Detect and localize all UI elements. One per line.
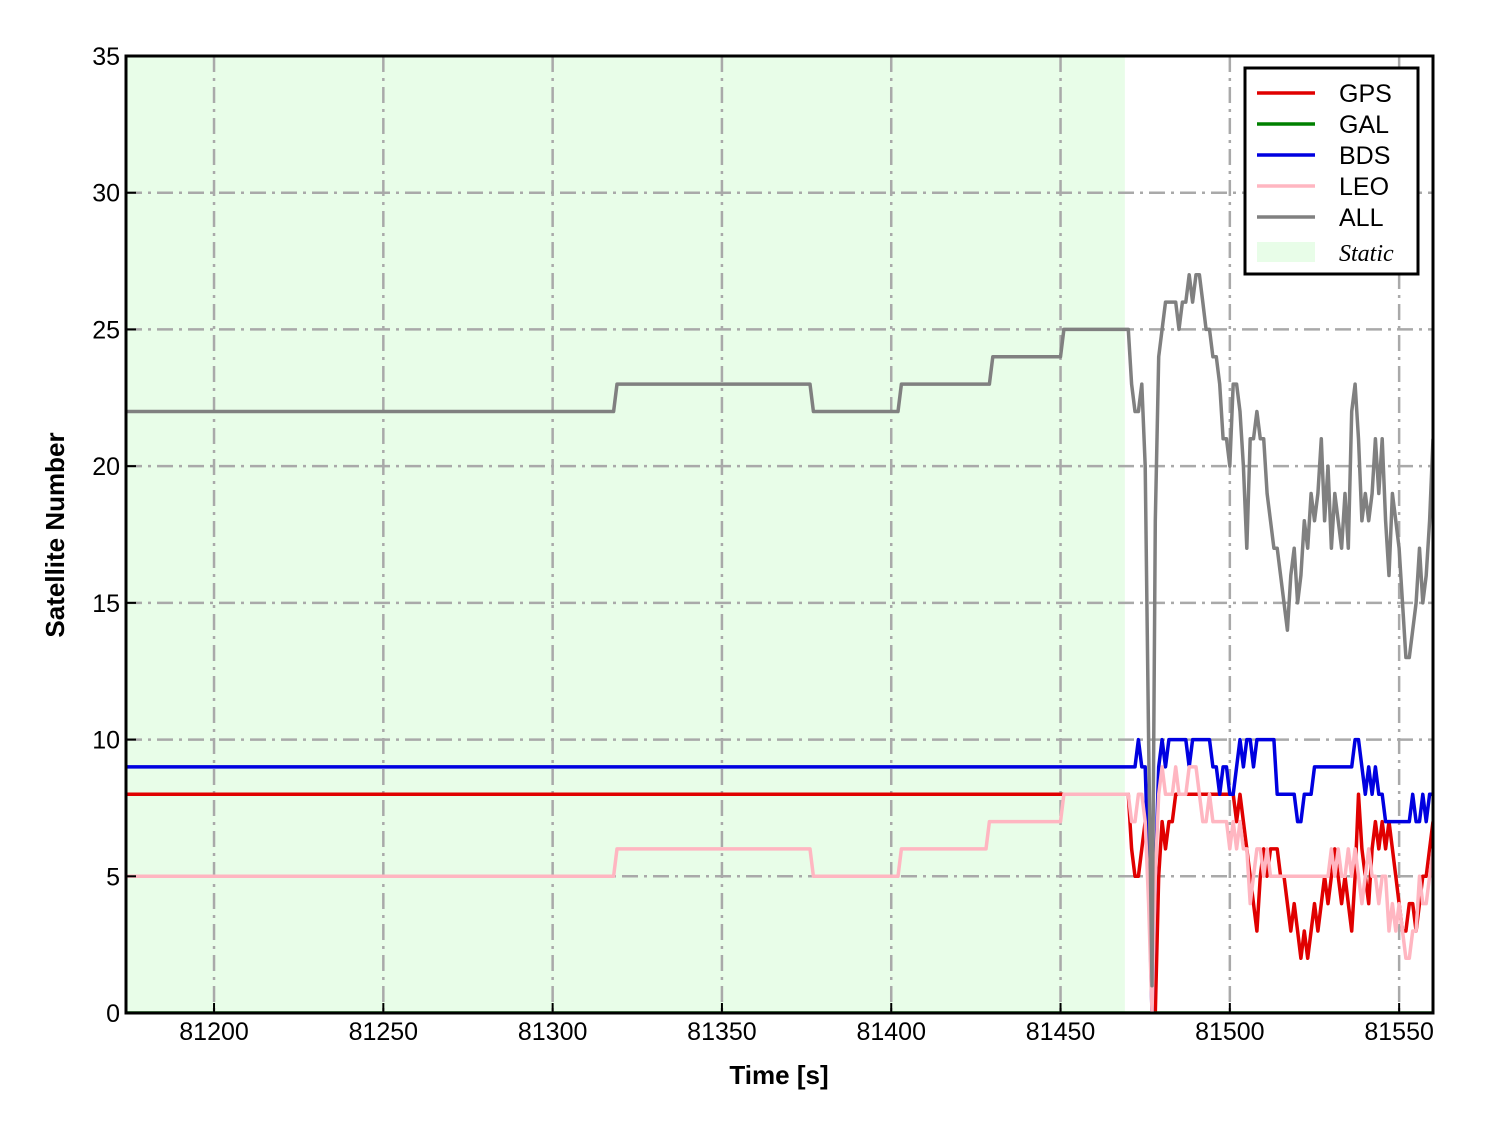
series-line-all — [126, 272, 1433, 988]
plot-frame — [124, 54, 1435, 1015]
legend-label-leo: LEO — [1339, 173, 1389, 201]
legend-swatch-static — [1257, 242, 1315, 262]
y-tick-label: 10 — [92, 727, 120, 755]
x-tick-label: 81200 — [179, 1018, 249, 1046]
y-tick-label: 0 — [106, 1000, 120, 1028]
y-tick-label: 30 — [92, 180, 120, 208]
y-tick-label: 15 — [92, 590, 120, 618]
plot-area — [126, 56, 1433, 1013]
legend-label-bds: BDS — [1339, 142, 1390, 170]
legend-label-gal: GAL — [1339, 111, 1389, 139]
legend: GPS GAL BDS LEO ALL Static — [1243, 66, 1420, 276]
legend-box — [1243, 66, 1420, 276]
y-tick-label: 25 — [92, 316, 120, 344]
series-line-leo — [126, 765, 1433, 1013]
legend-label-gps: GPS — [1339, 80, 1392, 108]
legend-label-static: Static — [1339, 241, 1394, 267]
series-line-bds — [126, 737, 1433, 1013]
x-tick-label: 81550 — [1364, 1018, 1434, 1046]
y-tick-label: 20 — [92, 453, 120, 481]
static-region — [126, 56, 1125, 1013]
y-axis-label: Satellite Number — [40, 432, 70, 637]
x-tick-label: 81300 — [518, 1018, 588, 1046]
axes: 81200 81250 81300 81350 81400 81450 81500 81550… — [92, 43, 1435, 1046]
series-line-gps — [126, 792, 1433, 1013]
x-tick-label: 81500 — [1195, 1018, 1265, 1046]
x-tick-label: 81250 — [349, 1018, 419, 1046]
x-tick-label: 81400 — [856, 1018, 926, 1046]
x-tick-label: 81350 — [687, 1018, 757, 1046]
y-tick-label: 35 — [92, 43, 120, 71]
legend-label-all: ALL — [1339, 204, 1384, 232]
y-tick-label: 5 — [106, 863, 120, 891]
x-tick-label: 81450 — [1026, 1018, 1096, 1046]
x-axis-label: Time [s] — [729, 1060, 828, 1090]
